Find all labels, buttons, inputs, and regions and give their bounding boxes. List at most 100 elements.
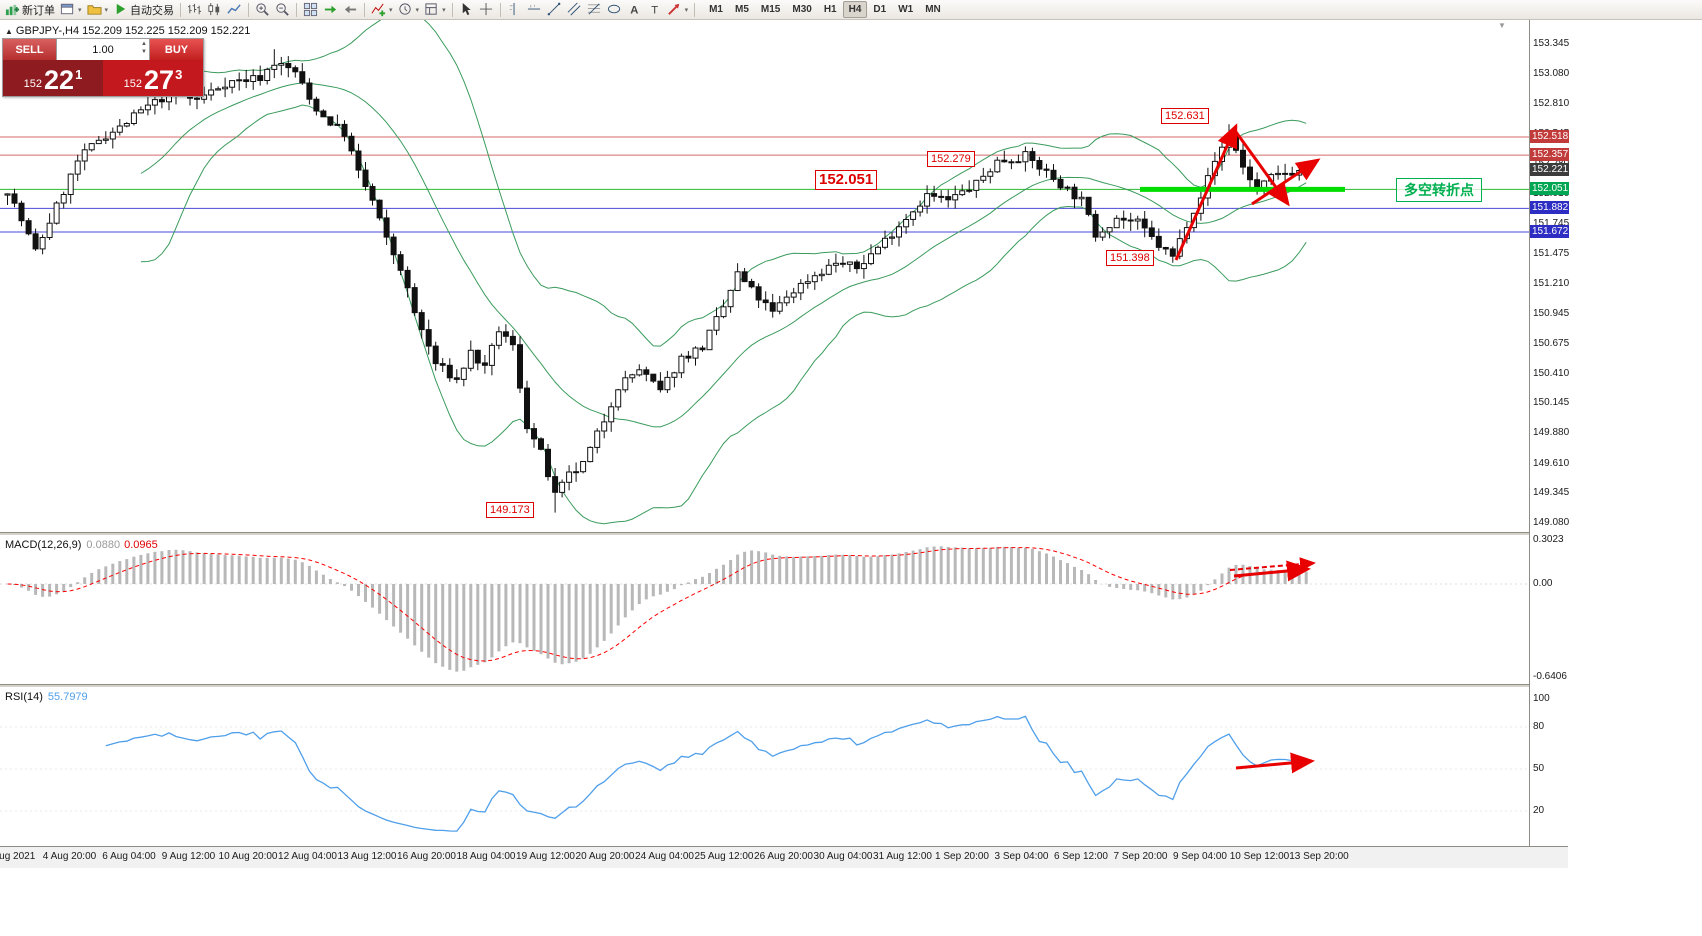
- candle[interactable]: [1064, 185, 1071, 192]
- candle[interactable]: [945, 189, 952, 208]
- candle[interactable]: [1078, 191, 1085, 207]
- shapes-tool-button[interactable]: [605, 1, 624, 18]
- candle[interactable]: [559, 479, 566, 498]
- candle[interactable]: [53, 201, 60, 225]
- price-chart[interactable]: [0, 20, 1529, 532]
- trend-arrow[interactable]: [1251, 158, 1321, 206]
- candle[interactable]: [18, 200, 25, 227]
- dropdown-caret-icon[interactable]: ▾: [78, 6, 82, 14]
- candle[interactable]: [1134, 215, 1141, 230]
- candle[interactable]: [1057, 175, 1064, 191]
- new-order-button[interactable]: 新订单: [3, 1, 57, 18]
- candle[interactable]: [348, 132, 355, 155]
- candle[interactable]: [341, 120, 348, 142]
- candle[interactable]: [1092, 210, 1099, 242]
- price-annotation-label[interactable]: 151.398: [1106, 250, 1154, 266]
- timeframe-w1-button[interactable]: W1: [898, 4, 914, 15]
- candle[interactable]: [130, 109, 137, 126]
- spinner-up-icon[interactable]: ▲: [141, 41, 147, 47]
- candle[interactable]: [959, 184, 966, 197]
- candle[interactable]: [1071, 183, 1078, 209]
- candle[interactable]: [334, 114, 341, 126]
- timeframe-d1-button[interactable]: D1: [873, 4, 887, 15]
- candle[interactable]: [832, 253, 839, 273]
- candle[interactable]: [650, 373, 657, 383]
- trend-arrow[interactable]: [1174, 123, 1238, 261]
- candle[interactable]: [671, 371, 678, 388]
- candle[interactable]: [783, 290, 790, 307]
- candle[interactable]: [636, 364, 643, 377]
- candle[interactable]: [327, 116, 334, 127]
- auto-trading-button[interactable]: 自动交易: [111, 1, 176, 18]
- candle[interactable]: [355, 143, 362, 179]
- candle[interactable]: [285, 56, 292, 78]
- candle[interactable]: [517, 336, 523, 393]
- candle[interactable]: [109, 127, 116, 149]
- candle[interactable]: [755, 283, 762, 308]
- candle[interactable]: [1015, 154, 1022, 164]
- volume-spinner[interactable]: ▲ ▼: [141, 40, 147, 56]
- candle[interactable]: [818, 268, 825, 282]
- auto-scroll-button[interactable]: [321, 1, 340, 18]
- profiles-button[interactable]: ▾: [85, 1, 111, 18]
- macd-annotation-arrow[interactable]: [1229, 557, 1316, 572]
- candle[interactable]: [60, 191, 67, 209]
- rsi-chart[interactable]: [0, 688, 1529, 846]
- candle[interactable]: [95, 136, 102, 145]
- candle[interactable]: [713, 307, 720, 336]
- chart-shift-button[interactable]: [341, 1, 360, 18]
- candle[interactable]: [685, 351, 692, 363]
- panel-separator[interactable]: [0, 532, 1568, 536]
- candle[interactable]: [460, 367, 467, 387]
- timeframe-m15-button[interactable]: M15: [760, 4, 781, 15]
- candle[interactable]: [748, 278, 755, 289]
- candle[interactable]: [74, 154, 81, 181]
- zoom-out-button[interactable]: [273, 1, 292, 18]
- candle[interactable]: [1113, 215, 1120, 229]
- candle[interactable]: [538, 437, 544, 451]
- candle[interactable]: [896, 221, 902, 247]
- candle[interactable]: [1141, 211, 1148, 238]
- tile-windows-button[interactable]: [301, 1, 320, 18]
- candle[interactable]: [88, 143, 95, 152]
- candle[interactable]: [474, 349, 481, 371]
- candle[interactable]: [924, 185, 931, 214]
- candle[interactable]: [1001, 150, 1008, 163]
- candle[interactable]: [397, 251, 404, 276]
- candle[interactable]: [938, 190, 945, 203]
- charts-window-button[interactable]: ▾: [58, 1, 84, 18]
- candle[interactable]: [390, 233, 397, 265]
- dropdown-caret-icon[interactable]: ▾: [104, 6, 109, 14]
- candle[interactable]: [875, 245, 881, 255]
- candle[interactable]: [425, 319, 432, 355]
- candle[interactable]: [39, 234, 46, 255]
- candle[interactable]: [453, 369, 460, 384]
- candle[interactable]: [1008, 159, 1015, 170]
- candle[interactable]: [973, 179, 980, 198]
- candle[interactable]: [615, 388, 622, 411]
- candle[interactable]: [1085, 196, 1092, 217]
- candle[interactable]: [587, 446, 594, 463]
- volume-input[interactable]: 1.00 ▲ ▼: [56, 39, 150, 60]
- candle[interactable]: [545, 444, 551, 481]
- templates-button[interactable]: ▾: [422, 1, 448, 18]
- timeframe-h1-button[interactable]: H1: [823, 4, 837, 15]
- candle[interactable]: [629, 373, 636, 383]
- candle[interactable]: [278, 56, 285, 76]
- candle[interactable]: [404, 266, 411, 298]
- candle[interactable]: [797, 279, 804, 301]
- candle[interactable]: [678, 353, 685, 379]
- candle[interactable]: [236, 72, 243, 91]
- candle[interactable]: [1240, 140, 1246, 175]
- candle[interactable]: [727, 289, 734, 313]
- buy-price-button[interactable]: 152 27 3: [103, 60, 203, 96]
- candle[interactable]: [313, 96, 320, 116]
- candle[interactable]: [222, 77, 229, 98]
- candlestick-chart-button[interactable]: [205, 1, 224, 18]
- crosshair-tool-button[interactable]: [477, 1, 496, 18]
- price-annotation-label[interactable]: 152.051: [815, 170, 878, 190]
- candle[interactable]: [580, 461, 587, 474]
- candle[interactable]: [376, 199, 383, 221]
- candle[interactable]: [46, 213, 53, 240]
- fibonacci-tool-button[interactable]: [585, 1, 604, 18]
